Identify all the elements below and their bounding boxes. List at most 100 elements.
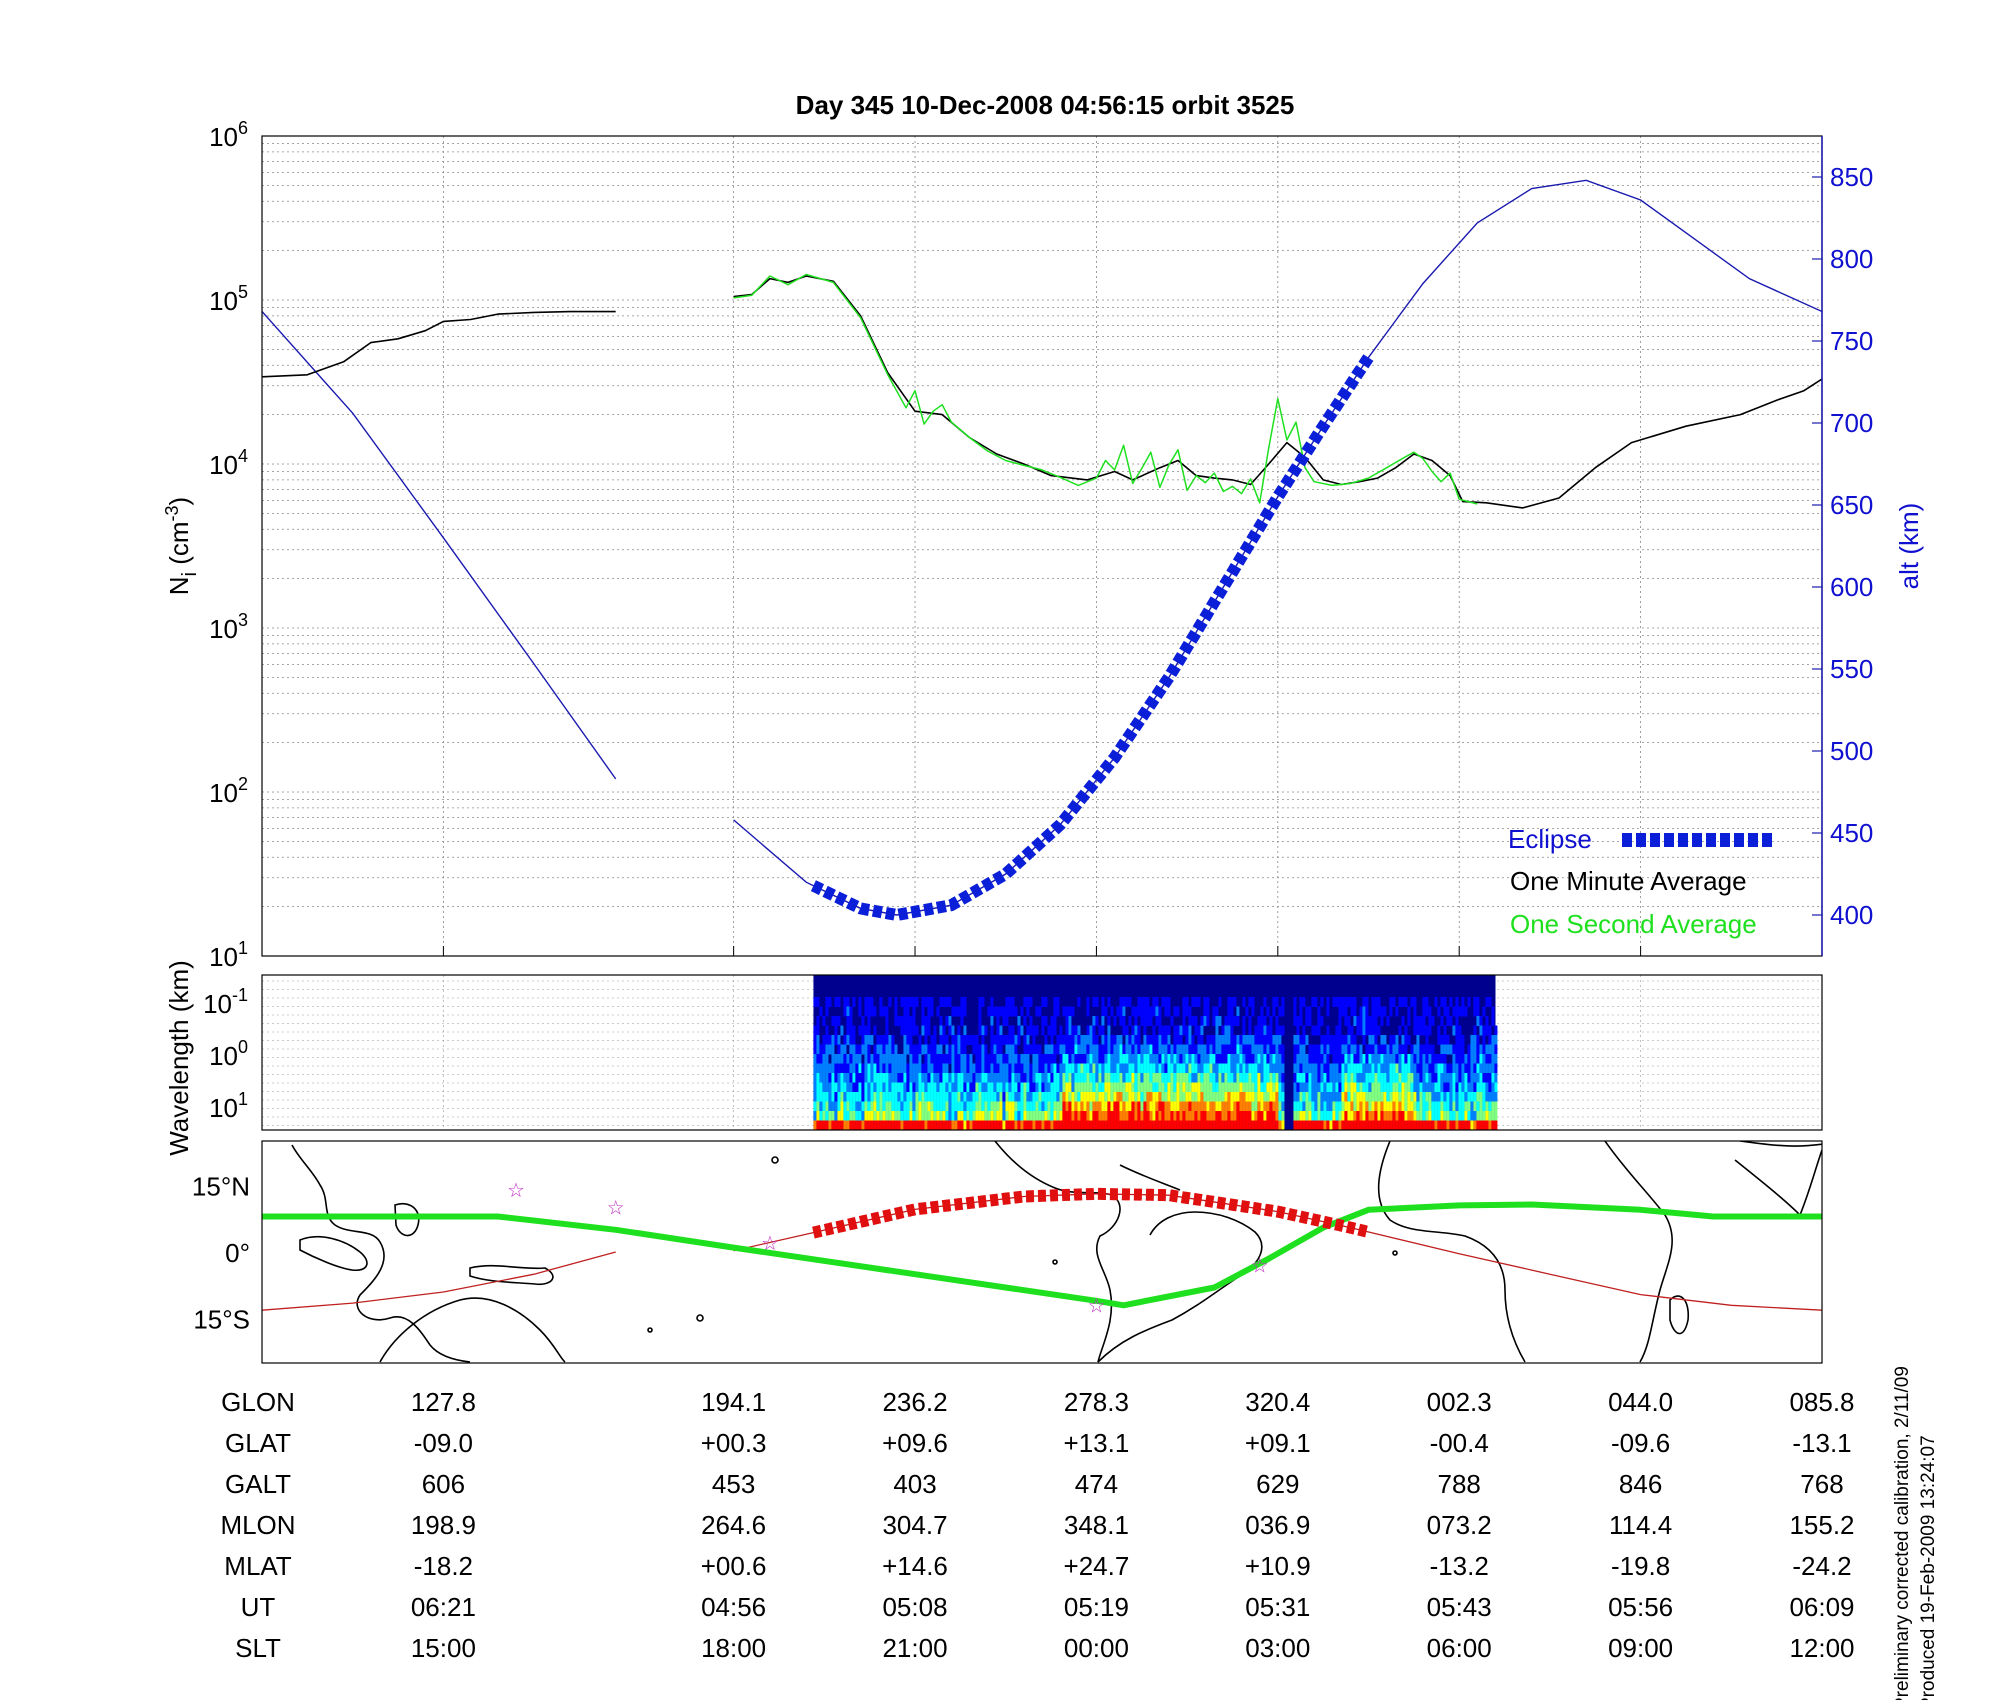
- spectrogram-cell: [924, 1101, 928, 1112]
- spectrogram-cell: [1116, 1063, 1120, 1074]
- spectrogram-cell: [999, 1101, 1003, 1112]
- spectrogram-cell: [1206, 1063, 1210, 1074]
- spectrogram-cell: [1002, 1082, 1006, 1093]
- spectrogram-cell: [996, 1111, 1000, 1121]
- spectrogram-cell: [1227, 1035, 1231, 1045]
- spectrogram-cell: [861, 1082, 865, 1093]
- spectrogram-cell: [1011, 1006, 1015, 1017]
- coast-asia: [291, 1144, 471, 1363]
- spectrogram-cell: [1233, 1111, 1237, 1121]
- spectrogram-cell: [969, 1101, 973, 1112]
- spectrogram-cell: [1308, 1101, 1312, 1112]
- spectrogram-cell: [1155, 1063, 1159, 1074]
- spectrogram-cell: [1230, 1120, 1234, 1130]
- spectrogram-cell: [1182, 1111, 1186, 1121]
- spectrogram-cell: [1440, 1111, 1444, 1121]
- spectrogram-cell: [1032, 1044, 1036, 1055]
- spectrogram-cell: [1077, 1044, 1081, 1055]
- spectrogram-cell: [1422, 1044, 1426, 1055]
- spectrogram-cell: [1155, 1073, 1159, 1083]
- spectrogram-cell: [888, 1073, 892, 1083]
- table-cell: 21:00: [882, 1633, 947, 1663]
- spectrogram-cell: [1077, 1120, 1081, 1130]
- spectrogram-cell: [1458, 1063, 1462, 1074]
- spectrogram-cell: [1110, 1082, 1114, 1093]
- spectrogram-cell: [1089, 1063, 1093, 1074]
- spectrogram-cell: [1314, 1101, 1318, 1112]
- density-y-label-sup: -3: [162, 505, 182, 521]
- spectrogram-cell: [1074, 1073, 1078, 1083]
- spectrogram-cell: [1347, 1092, 1351, 1102]
- spectrogram-cell: [1392, 1120, 1396, 1130]
- spectrogram-cell: [1446, 1035, 1450, 1045]
- spectrogram-cell: [1044, 1044, 1048, 1055]
- spectrogram-cell: [1218, 1073, 1222, 1083]
- spectrogram-cell: [1110, 1120, 1114, 1130]
- spectrogram-cell: [1059, 1120, 1063, 1130]
- spectrogram-cell: [1233, 1082, 1237, 1093]
- spectrogram-cell: [1113, 1101, 1117, 1112]
- spectrogram-cell: [969, 1054, 973, 1064]
- spectrogram-cell: [1266, 1054, 1270, 1064]
- spectrogram-cell: [1236, 1006, 1240, 1017]
- spectrogram-cell: [879, 1073, 883, 1083]
- spectrogram-cell: [1368, 1073, 1372, 1083]
- spectrogram-cell: [1206, 1073, 1210, 1083]
- spectrogram-cell: [1128, 1073, 1132, 1083]
- spectrogram-cell: [1341, 1073, 1345, 1083]
- spectrogram-cell: [1443, 1063, 1447, 1074]
- spectrogram-y-tick-label: 101: [209, 1089, 248, 1123]
- spectrogram-cell: [837, 1082, 841, 1093]
- spectrogram-cell: [870, 1035, 874, 1045]
- spectrogram-cell: [834, 1054, 838, 1064]
- spectrogram-cell: [1230, 1025, 1234, 1036]
- spectrogram-cell: [1077, 1073, 1081, 1083]
- spectrogram-cell: [1419, 1120, 1423, 1130]
- spectrogram-cell: [864, 1006, 868, 1017]
- spectrogram-cell: [975, 1044, 979, 1055]
- spectrogram-cell: [1389, 1082, 1393, 1093]
- spectrogram-cell: [912, 1063, 916, 1074]
- spectrogram-cell: [1413, 1073, 1417, 1083]
- spectrogram-cell: [1017, 1063, 1021, 1074]
- spectrogram-cell: [882, 1073, 886, 1083]
- spectrogram-cell: [1401, 1073, 1405, 1083]
- spectrogram-cell: [1107, 1016, 1111, 1026]
- spectrogram-cell: [1314, 997, 1318, 1007]
- spectrogram-cell: [1101, 1073, 1105, 1083]
- spectrogram-cell: [1269, 1035, 1273, 1045]
- spectrogram-frame: [261, 974, 1823, 1131]
- spectrogram-cell: [1356, 1073, 1360, 1083]
- spectrogram-cell: [1095, 1101, 1099, 1112]
- spectrogram-cell: [1449, 1082, 1453, 1093]
- spectrogram-cell: [861, 1111, 865, 1121]
- spectrogram-cell: [1323, 1035, 1327, 1045]
- spectrogram-cell: [1494, 1111, 1498, 1121]
- spectrogram-cell: [954, 1101, 958, 1112]
- spectrogram-cell: [822, 1063, 826, 1074]
- spectrogram-cell: [864, 1073, 868, 1083]
- spectrogram-cell: [1440, 1054, 1444, 1064]
- spectrogram-cell: [918, 1063, 922, 1074]
- spectrogram-cell: [1293, 1054, 1297, 1064]
- spectrogram-cell: [1065, 1025, 1069, 1036]
- spectrogram-cell: [1236, 1063, 1240, 1074]
- spectrogram-cell: [996, 1073, 1000, 1083]
- spectrogram-cell: [909, 1035, 913, 1045]
- spectrogram-cell: [1452, 1025, 1456, 1036]
- spectrogram-cell: [1035, 1073, 1039, 1083]
- spectrogram-cell: [1014, 1035, 1018, 1045]
- spectrogram-cell: [1404, 1101, 1408, 1112]
- table-cell: 05:19: [1064, 1592, 1129, 1622]
- spectrogram-cell: [1125, 1044, 1129, 1055]
- spectrogram-cell: [867, 1035, 871, 1045]
- spectrogram-cell: [1410, 1063, 1414, 1074]
- spectrogram-cell: [1002, 1006, 1006, 1017]
- spectrogram-cell: [1086, 1120, 1090, 1130]
- spectrogram-cell: [852, 1025, 856, 1036]
- altitude-tick-label: 400: [1830, 900, 1873, 930]
- spectrogram-cell: [885, 1082, 889, 1093]
- spectrogram-cell: [1410, 1044, 1414, 1055]
- spectrogram-cell: [1488, 1063, 1492, 1074]
